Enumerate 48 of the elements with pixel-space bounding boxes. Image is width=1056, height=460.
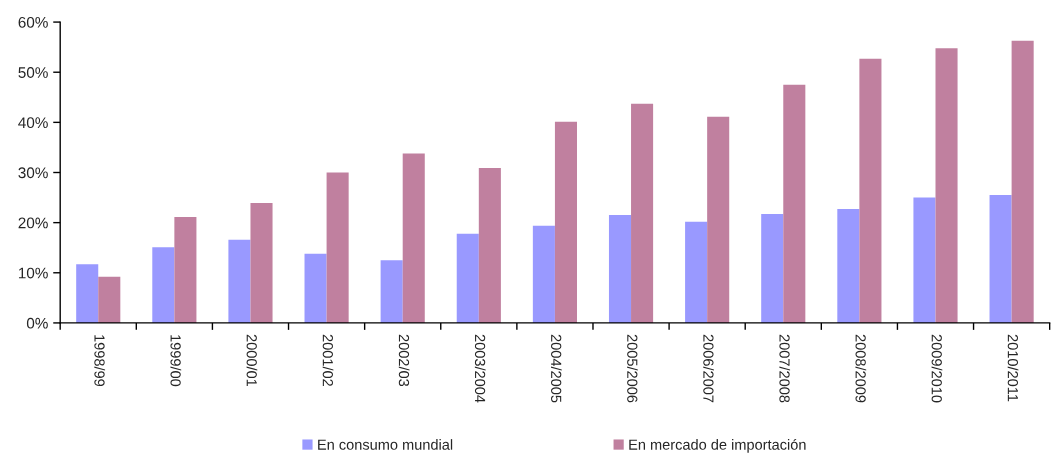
bar bbox=[989, 195, 1012, 323]
y-tick-label: 30% bbox=[18, 167, 48, 179]
x-tick-label: 2005/2006 bbox=[627, 334, 638, 403]
legend-label: En mercado de importación bbox=[629, 438, 806, 453]
bar bbox=[554, 121, 577, 323]
y-tick-label: 20% bbox=[18, 217, 48, 229]
bar bbox=[152, 247, 175, 323]
bar bbox=[837, 209, 860, 323]
bar bbox=[631, 103, 654, 323]
x-tick-label: 2010/2011 bbox=[1007, 334, 1019, 402]
bar bbox=[761, 214, 784, 323]
y-tick-label: 60% bbox=[18, 16, 48, 28]
bar bbox=[98, 276, 121, 323]
bar bbox=[707, 116, 730, 323]
bar bbox=[1011, 40, 1034, 323]
y-tick-label: 40% bbox=[18, 117, 48, 129]
x-tick-label: 2008/2009 bbox=[855, 334, 867, 403]
x-tick-label: 2000/01 bbox=[246, 334, 258, 387]
y-tick-label: 0% bbox=[26, 317, 48, 329]
x-tick-label: 2001/02 bbox=[322, 334, 334, 387]
y-tick-label: 10% bbox=[18, 267, 48, 279]
bar bbox=[532, 225, 555, 323]
bar bbox=[913, 197, 936, 323]
legend-label: En consumo mundial bbox=[318, 439, 453, 450]
bar bbox=[685, 221, 708, 323]
x-tick-label: 2007/2008 bbox=[779, 334, 791, 403]
bar bbox=[326, 172, 349, 323]
bar bbox=[859, 58, 882, 323]
bar bbox=[608, 215, 632, 323]
x-tick-label: 1998/99 bbox=[94, 335, 106, 387]
x-tick-label: 2004/2005 bbox=[551, 334, 562, 403]
y-tick-label: 50% bbox=[18, 67, 48, 78]
bar bbox=[228, 239, 251, 323]
x-tick-label: 1999/00 bbox=[170, 335, 182, 387]
x-tick-label: 2003/2004 bbox=[474, 334, 486, 403]
x-tick-label: 2006/2007 bbox=[703, 334, 714, 403]
bar bbox=[174, 217, 197, 323]
bar bbox=[478, 167, 501, 323]
bar bbox=[783, 84, 806, 323]
bar bbox=[380, 260, 403, 323]
bar bbox=[935, 48, 958, 323]
x-tick-label: 2002/03 bbox=[398, 334, 410, 387]
bar bbox=[304, 253, 327, 323]
x-tick-label: 2009/2010 bbox=[931, 334, 943, 403]
bar bbox=[456, 233, 479, 323]
bar bbox=[250, 203, 273, 323]
bar bbox=[76, 264, 99, 323]
bar bbox=[402, 153, 425, 323]
